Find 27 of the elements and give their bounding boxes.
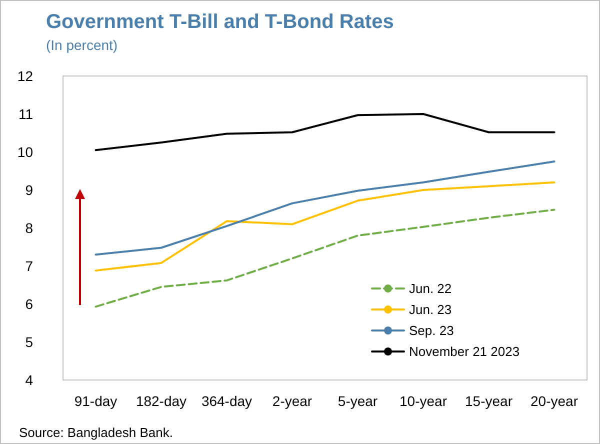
x-tick-label: 10-year <box>400 393 448 409</box>
y-tick-label: 6 <box>25 296 34 312</box>
line-series <box>94 113 556 152</box>
chart-subtitle: (In percent) <box>46 37 118 53</box>
x-tick-label: 182-day <box>136 393 187 409</box>
y-tick-label: 11 <box>18 106 34 122</box>
y-tick-label: 12 <box>17 68 34 84</box>
legend-label: November 21 2023 <box>409 344 520 359</box>
x-tick-label: 91-day <box>74 393 118 409</box>
legend-label: Sep. 23 <box>409 323 454 338</box>
y-tick-label: 7 <box>25 258 34 274</box>
x-tick-label: 2-year <box>272 393 312 409</box>
x-tick-label: 5-year <box>338 393 378 409</box>
y-tick-label: 9 <box>25 182 34 198</box>
x-tick-label: 364-day <box>201 393 252 409</box>
line-series <box>94 181 556 272</box>
legend-label: Jun. 22 <box>409 281 452 296</box>
source-note: Source: Bangladesh Bank. <box>19 425 173 440</box>
y-tick-label: 5 <box>25 334 34 350</box>
y-tick-label: 4 <box>25 372 34 388</box>
line-series <box>94 160 556 256</box>
y-tick-label: 8 <box>25 220 34 236</box>
x-tick-label: 20-year <box>530 393 578 409</box>
y-tick-label: 10 <box>17 144 34 160</box>
chart-title: Government T-Bill and T-Bond Rates <box>46 11 394 33</box>
legend-label: Jun. 23 <box>409 302 452 317</box>
x-tick-label: 15-year <box>465 393 513 409</box>
